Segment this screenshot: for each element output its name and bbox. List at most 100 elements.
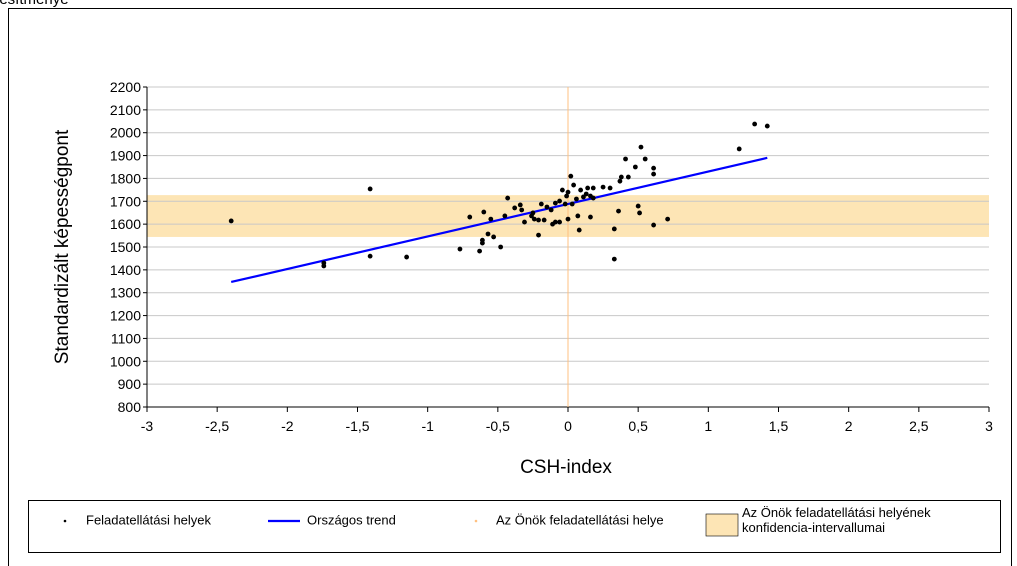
point bbox=[491, 234, 497, 240]
point bbox=[583, 191, 589, 197]
point bbox=[512, 205, 518, 211]
point bbox=[611, 256, 617, 262]
point bbox=[611, 226, 617, 232]
legend-items: Feladatellátási helyek Országos trend Az Ö… bbox=[63, 505, 931, 537]
point bbox=[502, 213, 508, 219]
x-axis-label: CSH-index bbox=[520, 457, 612, 478]
legend-marker bbox=[474, 519, 478, 523]
point bbox=[457, 246, 463, 252]
point bbox=[616, 208, 621, 214]
point bbox=[576, 227, 582, 233]
point bbox=[404, 254, 410, 260]
point bbox=[637, 210, 642, 216]
y-tick-label: 2000 bbox=[110, 125, 141, 141]
point bbox=[575, 213, 581, 219]
legend-marker bbox=[63, 519, 67, 523]
y-tick-label: 1300 bbox=[110, 285, 141, 301]
point bbox=[505, 195, 511, 201]
y-tick-label: 1900 bbox=[110, 148, 141, 164]
point bbox=[618, 174, 624, 180]
point bbox=[752, 121, 758, 127]
point bbox=[544, 204, 550, 210]
point bbox=[552, 219, 558, 225]
point bbox=[635, 203, 641, 209]
legend-label: Az Önök feladatellátási helyének konfide… bbox=[742, 505, 931, 535]
point bbox=[552, 200, 558, 206]
legend-label: Feladatellátási helyek bbox=[86, 512, 212, 527]
y-axis-label: Standardizált képességpont bbox=[52, 129, 73, 364]
point bbox=[548, 207, 554, 213]
point bbox=[568, 173, 574, 179]
point bbox=[569, 201, 575, 207]
point bbox=[481, 209, 487, 215]
chart-border bbox=[8, 8, 1012, 566]
point bbox=[498, 244, 504, 250]
point bbox=[531, 216, 537, 222]
x-tick-label: -0,5 bbox=[486, 418, 510, 434]
point bbox=[574, 196, 579, 202]
point bbox=[562, 201, 568, 207]
legend-label: Az Önök feladatellátási helye bbox=[496, 512, 664, 527]
point bbox=[625, 174, 631, 180]
point bbox=[665, 216, 671, 222]
point bbox=[536, 232, 541, 238]
y-tick-label: 800 bbox=[118, 399, 142, 415]
point bbox=[651, 222, 657, 228]
point bbox=[522, 219, 527, 225]
point bbox=[736, 146, 742, 152]
y-tick-label: 1600 bbox=[110, 216, 141, 232]
point bbox=[565, 189, 571, 195]
point bbox=[564, 193, 569, 199]
point bbox=[530, 210, 536, 216]
point bbox=[571, 182, 577, 188]
y-tick-label: 1200 bbox=[110, 308, 141, 324]
point bbox=[617, 178, 623, 184]
point bbox=[228, 218, 234, 224]
y-tick-label: 1100 bbox=[111, 330, 141, 346]
point bbox=[638, 144, 644, 150]
x-tick-label: 2 bbox=[845, 418, 853, 434]
point bbox=[538, 201, 544, 207]
x-tick-label: 0 bbox=[564, 418, 572, 434]
x-tick-label: -1,5 bbox=[345, 418, 369, 434]
point bbox=[541, 217, 547, 223]
y-tick-label: 900 bbox=[118, 376, 142, 392]
point bbox=[651, 171, 657, 177]
x-tick-label: 2,5 bbox=[909, 418, 929, 434]
point bbox=[642, 156, 648, 162]
x-tick-label: 3 bbox=[985, 418, 993, 434]
x-tick-label: 0,5 bbox=[628, 418, 648, 434]
x-tick-label: -1 bbox=[421, 418, 434, 434]
point bbox=[588, 214, 593, 220]
point bbox=[590, 185, 596, 191]
plot-area: 800 900 1000 1100 1200 1300 1400 1500 1600 1700 18… bbox=[110, 79, 993, 434]
y-tick-label: 1700 bbox=[110, 193, 141, 209]
point bbox=[578, 187, 584, 193]
point bbox=[367, 186, 373, 192]
point bbox=[565, 216, 571, 222]
point bbox=[477, 248, 482, 254]
y-tick-label: 2200 bbox=[110, 79, 141, 95]
point bbox=[559, 187, 565, 193]
point bbox=[632, 164, 638, 170]
point bbox=[367, 253, 373, 259]
point bbox=[600, 184, 606, 190]
y-tick-label: 1800 bbox=[110, 170, 141, 186]
point bbox=[585, 185, 591, 191]
y-tick-label: 2100 bbox=[110, 102, 141, 118]
point bbox=[536, 217, 541, 223]
point bbox=[623, 156, 628, 162]
point bbox=[485, 231, 491, 237]
x-tick-label: 1 bbox=[704, 418, 712, 434]
legend-label: Országos trend bbox=[307, 512, 396, 527]
point bbox=[590, 195, 596, 201]
point bbox=[321, 263, 327, 269]
point bbox=[488, 216, 494, 222]
x-tick-label: -2 bbox=[281, 418, 294, 434]
x-tick-label: -2,5 bbox=[205, 418, 229, 434]
trend-line bbox=[230, 156, 768, 284]
point bbox=[557, 219, 562, 225]
point bbox=[467, 214, 473, 220]
